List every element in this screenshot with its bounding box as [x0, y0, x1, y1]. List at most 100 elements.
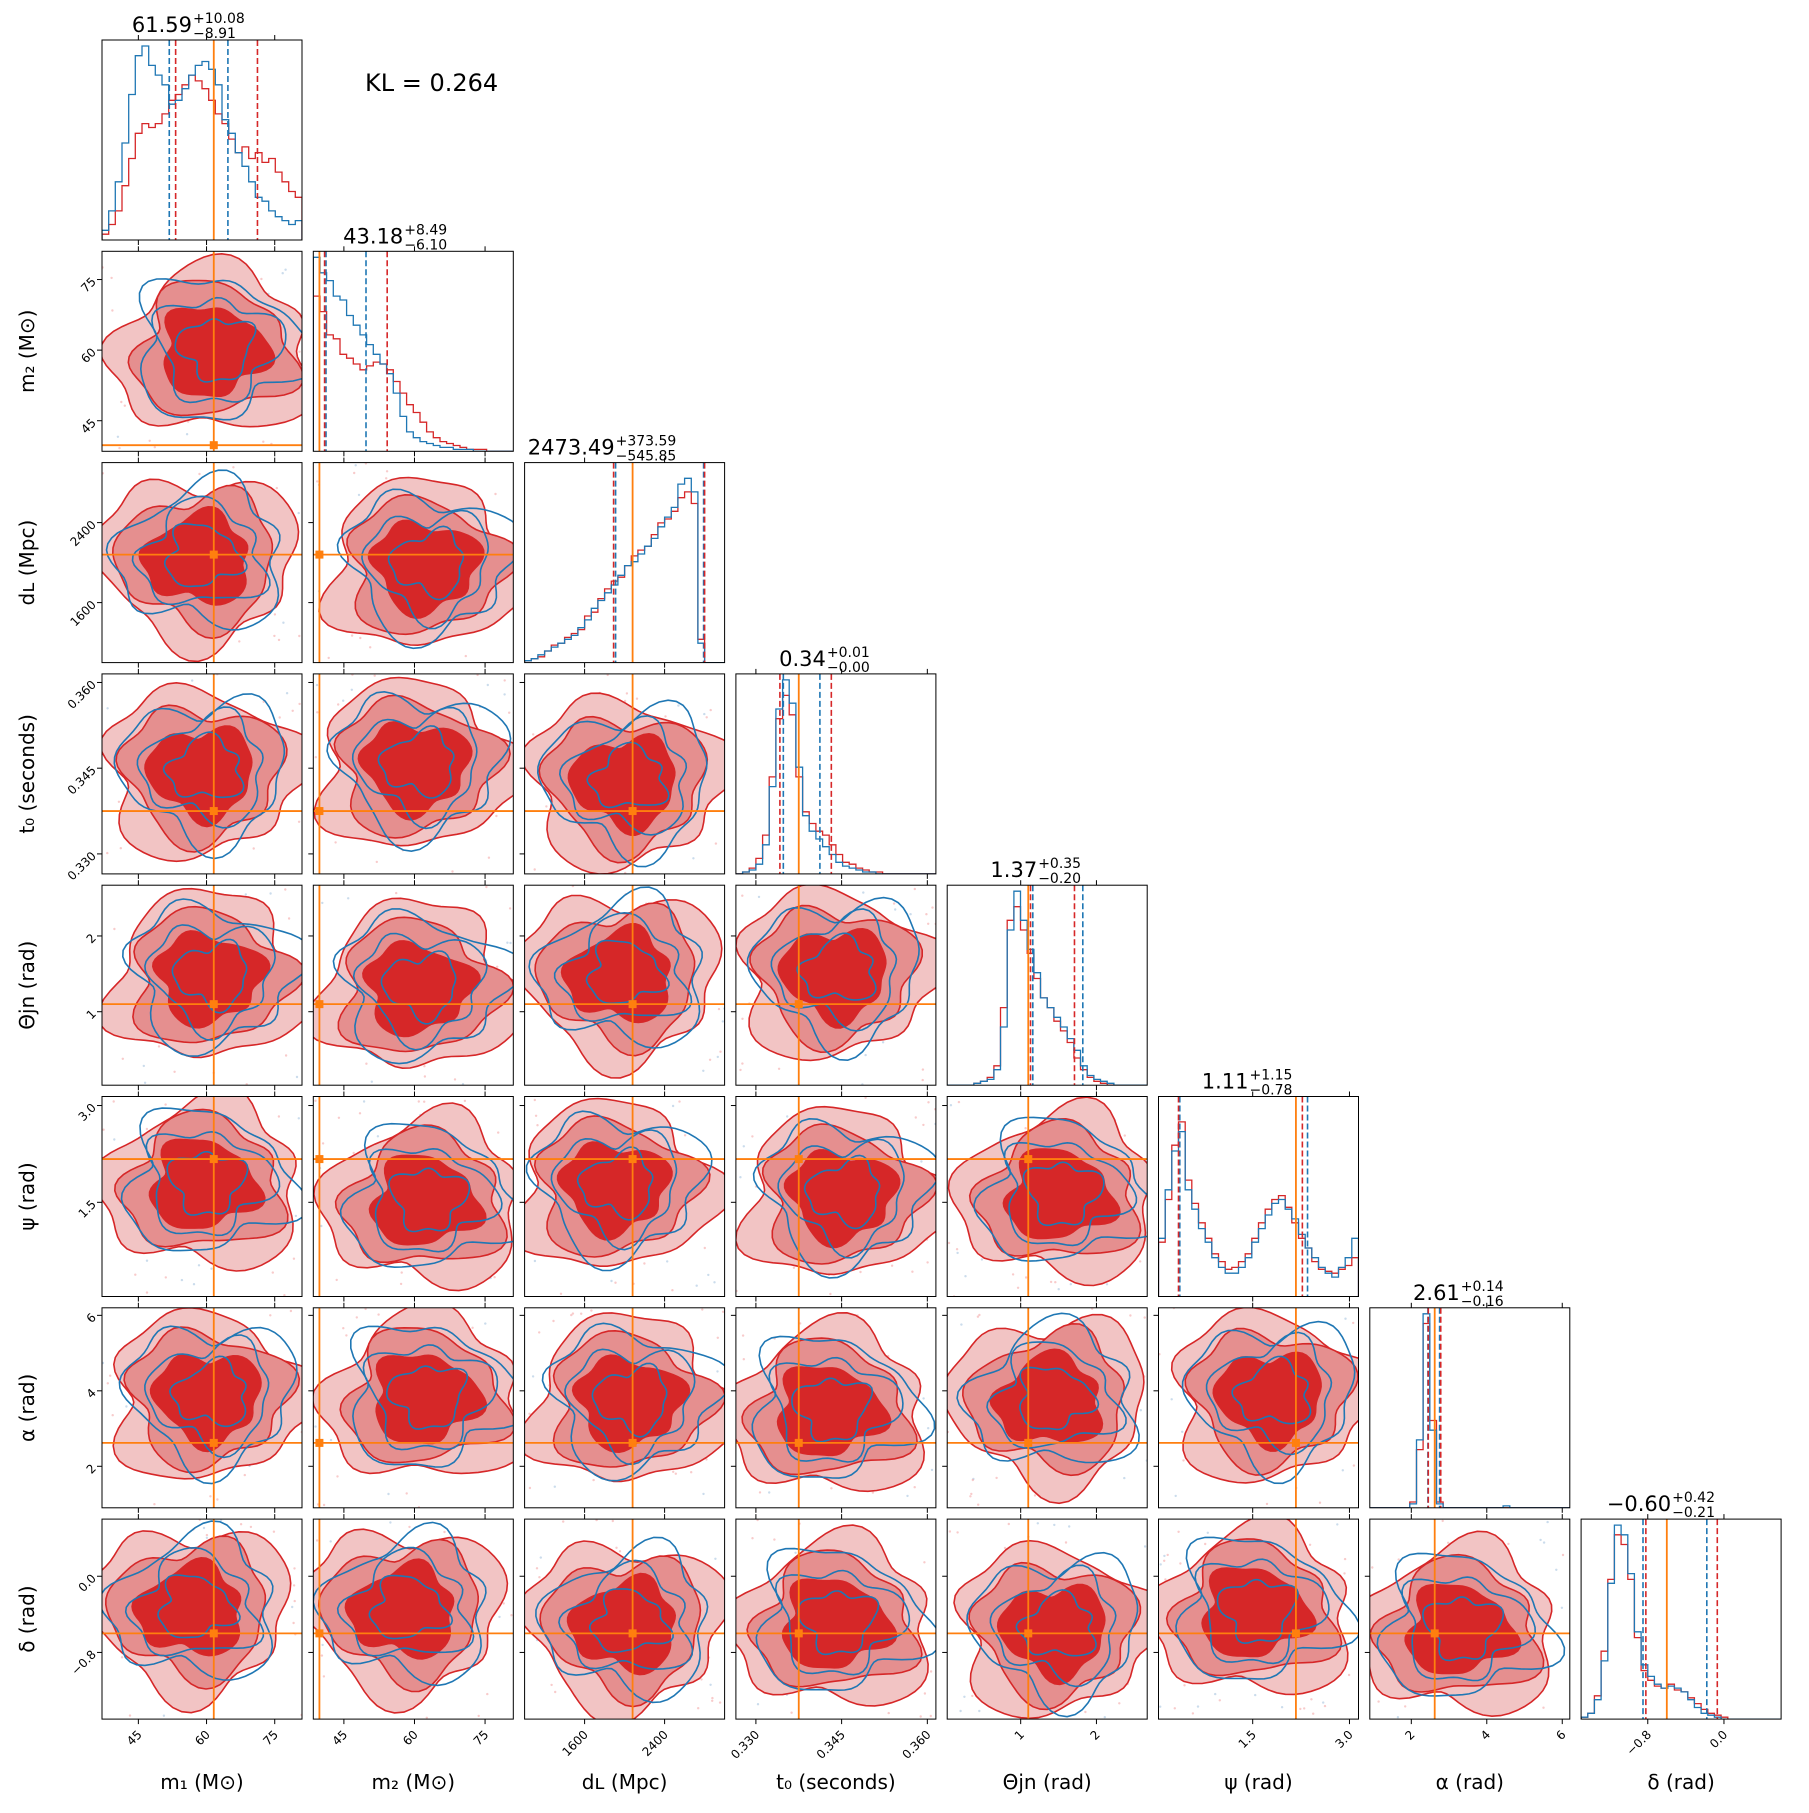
- sample-point: [1123, 1476, 1126, 1480]
- title-minus: −0.20: [1038, 871, 1081, 887]
- sample-point: [921, 1068, 925, 1071]
- panel-theta_jn-m1: 12: [84, 880, 303, 1091]
- sample-point: [1312, 1712, 1315, 1715]
- panel-frame: [735, 673, 937, 875]
- y-tick-label: 0.330: [65, 849, 99, 883]
- sample-point: [1105, 1283, 1109, 1286]
- sample-point: [262, 440, 265, 443]
- sample-point: [503, 693, 506, 696]
- sample-point: [830, 1487, 833, 1490]
- panel-frame: [946, 1307, 1148, 1509]
- sample-point: [327, 656, 330, 660]
- sample-point: [713, 1281, 716, 1284]
- sample-point: [205, 1536, 209, 1540]
- sample-point: [443, 1530, 446, 1534]
- panel-frame: [312, 884, 514, 1086]
- sample-point: [528, 1486, 532, 1490]
- sample-point: [700, 1678, 703, 1681]
- sample-point: [298, 350, 301, 353]
- sample-point: [864, 1096, 867, 1100]
- sample-point: [618, 1550, 622, 1553]
- panel-delta-m2: 45 60 75: [308, 1514, 514, 1748]
- panel-contents: [735, 1096, 936, 1297]
- sample-point: [417, 1100, 420, 1103]
- sample-point: [145, 1291, 149, 1294]
- sample-point: [719, 1050, 722, 1053]
- sample-point: [477, 1714, 480, 1718]
- x-axis-label-psi: ψ (rad): [1224, 1770, 1292, 1794]
- sample-point: [606, 673, 609, 677]
- sample-point: [1049, 1280, 1053, 1284]
- contour-blue-2: [1231, 1355, 1312, 1425]
- panel-frame: [735, 1307, 937, 1509]
- title-minus: −0.00: [827, 660, 870, 676]
- contour-blue-1: [136, 706, 264, 829]
- contour-blue-0: [752, 1117, 936, 1279]
- truth-marker: [315, 1438, 324, 1447]
- sample-point: [329, 1540, 332, 1543]
- sample-point: [1064, 1541, 1068, 1544]
- sample-point: [322, 1503, 326, 1507]
- sample-point: [1118, 1702, 1121, 1705]
- sample-point: [674, 1472, 677, 1475]
- sample-point: [192, 1283, 196, 1286]
- panel-frame: [101, 39, 303, 241]
- sample-point: [408, 1525, 411, 1529]
- sample-point: [1069, 1283, 1073, 1286]
- sample-point: [611, 1519, 614, 1523]
- sample-point: [463, 1099, 467, 1103]
- sample-point: [909, 913, 912, 916]
- sample-point: [486, 1692, 489, 1696]
- sample-point: [592, 1478, 595, 1482]
- contour-blue-1: [362, 1344, 499, 1451]
- contour-blue-1: [553, 911, 693, 1022]
- sample-point: [702, 1492, 705, 1496]
- panel-contents: [102, 1096, 302, 1297]
- x-tick-label: 75: [260, 1728, 281, 1749]
- contour-blue-1: [1003, 1141, 1138, 1247]
- title-plus: +8.49: [404, 222, 447, 238]
- histogram-blue: [524, 477, 725, 663]
- truth-marker: [209, 441, 218, 450]
- histogram-red: [102, 74, 302, 240]
- title-median: 61.59: [132, 13, 192, 37]
- contour-blue-0: [332, 908, 514, 1065]
- title-minus: −545.85: [616, 449, 677, 465]
- sample-point: [292, 1621, 295, 1625]
- sample-point: [538, 1331, 541, 1334]
- marginal-title: 61.59 +10.08−8.91: [132, 11, 245, 42]
- panel-frame: [1158, 1307, 1359, 1509]
- truth-marker: [1291, 1438, 1300, 1447]
- contour-blue-0: [326, 690, 512, 853]
- sample-point: [721, 1310, 725, 1314]
- sample-point: [354, 464, 357, 467]
- sample-point: [678, 1100, 681, 1103]
- sample-point: [423, 1075, 427, 1078]
- contour-blue-1: [770, 908, 898, 1032]
- sample-point: [292, 1257, 296, 1260]
- contour-blue-1: [351, 706, 478, 830]
- sample-point: [756, 1519, 759, 1522]
- sample-point: [1404, 1705, 1407, 1708]
- sample-point: [927, 1101, 930, 1104]
- sample-point: [625, 692, 629, 695]
- sample-point: [1139, 1409, 1143, 1412]
- sample-point: [1143, 1545, 1147, 1548]
- panel-dL-m1: 1600 2400: [67, 457, 303, 668]
- contour-blue-1: [986, 1341, 1127, 1449]
- sample-point: [1024, 1127, 1027, 1130]
- sample-point: [292, 1584, 296, 1587]
- sample-point: [964, 1275, 967, 1278]
- sample-point: [702, 1069, 705, 1073]
- sample-point: [284, 888, 287, 891]
- x-axis-label-dL: dʟ (Mpc): [582, 1770, 668, 1794]
- sample-point: [1159, 1705, 1162, 1708]
- sample-point: [971, 1478, 974, 1482]
- panel-frame: [312, 673, 514, 875]
- sample-point: [829, 1292, 832, 1296]
- sample-point: [1542, 1541, 1546, 1544]
- panel-contents: [524, 1307, 725, 1508]
- sample-point: [664, 715, 667, 718]
- contour-blue-1: [151, 296, 287, 404]
